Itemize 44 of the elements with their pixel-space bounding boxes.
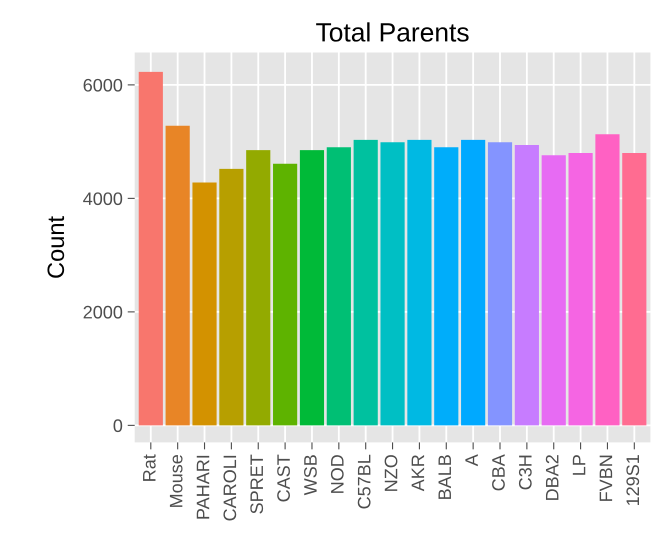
bar	[542, 155, 566, 426]
x-tick-label: PAHARI	[196, 456, 210, 519]
y-tick-label: 4000	[83, 192, 122, 206]
x-tick-label: NOD	[330, 455, 344, 493]
bar	[380, 142, 405, 426]
x-tick-label: A	[465, 454, 478, 466]
bar	[461, 140, 486, 426]
x-tick-label: WSB	[304, 455, 317, 496]
x-tick-label: C57BL	[358, 454, 371, 508]
y-tick-label: 6000	[84, 78, 122, 92]
bar	[273, 164, 298, 426]
bar	[219, 168, 244, 426]
x-tick-label: SPRET	[250, 454, 264, 514]
bar	[595, 134, 620, 426]
x-tick-label: Rat	[143, 454, 156, 481]
x-tick-label: BALB	[438, 455, 451, 499]
bar	[326, 147, 351, 426]
y-axis-title: Count	[47, 216, 64, 278]
x-tick-label: Mouse	[170, 455, 183, 507]
bar	[514, 145, 539, 426]
bar	[300, 150, 324, 426]
x-tick-label: DBA2	[546, 455, 558, 500]
y-tick-label: 2000	[84, 306, 122, 319]
bar	[434, 147, 458, 426]
bar	[488, 142, 512, 426]
chart-title: Total Parents	[316, 22, 469, 42]
x-tick-label: 129S1	[626, 455, 640, 506]
x-tick-label: CBA	[492, 454, 505, 490]
bar	[166, 126, 190, 426]
bar	[354, 140, 378, 426]
x-tick-label: CAST	[277, 454, 290, 502]
bar	[246, 150, 270, 426]
x-tick-label: LP	[572, 455, 586, 475]
bar	[138, 72, 163, 426]
x-tick-label: NZO	[384, 455, 398, 491]
x-tick-label: C3H	[518, 456, 532, 490]
bar	[622, 152, 646, 426]
y-tick-label: 0	[114, 419, 122, 432]
x-tick-label: AKR	[412, 455, 424, 492]
x-tick-label: FVBN	[600, 456, 612, 501]
bar	[192, 182, 217, 426]
bar	[407, 140, 432, 426]
x-tick-label: CAROLI	[223, 456, 236, 521]
bar	[568, 152, 593, 426]
